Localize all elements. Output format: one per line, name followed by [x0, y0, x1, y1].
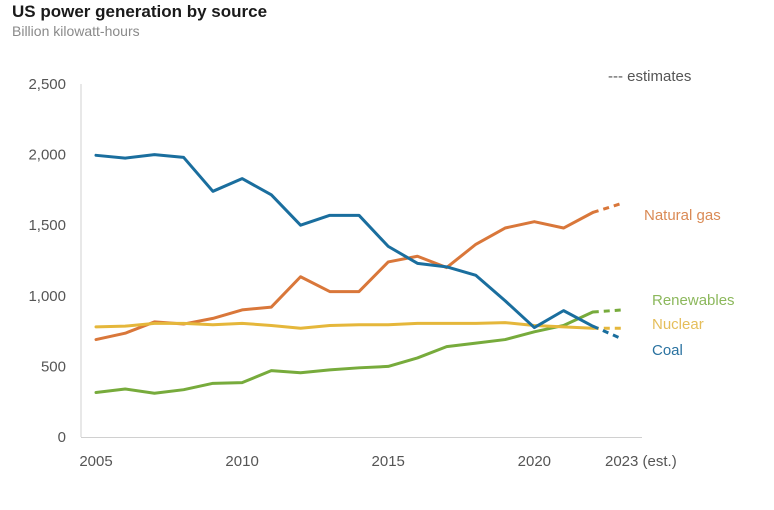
chart-subtitle: Billion kilowatt-hours	[12, 23, 140, 39]
x-tick-label: 2010	[225, 453, 258, 470]
series-estimate-line-coal	[592, 324, 623, 341]
y-tick-label: 2,500	[28, 76, 66, 93]
series-line-renewables	[94, 310, 595, 395]
y-tick-label: 0	[58, 429, 66, 446]
series-label-coal: Coal	[652, 342, 683, 359]
y-tick-label: 1,000	[28, 288, 66, 305]
x-tick-label: 2005	[79, 453, 112, 470]
y-tick-label: 500	[41, 358, 66, 375]
x-tick-label: 2020	[518, 453, 551, 470]
chart-title: US power generation by source	[12, 2, 268, 21]
series-line-coal	[94, 153, 595, 330]
y-tick-label: 2,000	[28, 147, 66, 164]
series-label-renewables: Renewables	[652, 292, 735, 309]
series-estimate-line-renewables	[592, 308, 623, 314]
x-tick-label: 2023 (est.)	[605, 453, 677, 470]
x-tick-label: 2015	[372, 453, 405, 470]
series-estimate-line-natural-gas	[592, 201, 623, 214]
series-line-natural-gas	[94, 210, 595, 342]
series-line-nuclear	[94, 321, 595, 330]
series-label-natural-gas: Natural gas	[644, 207, 721, 224]
y-tick-label: 1,500	[28, 217, 66, 234]
series-label-nuclear: Nuclear	[652, 316, 704, 333]
legend-estimates: --- estimates	[608, 68, 691, 85]
